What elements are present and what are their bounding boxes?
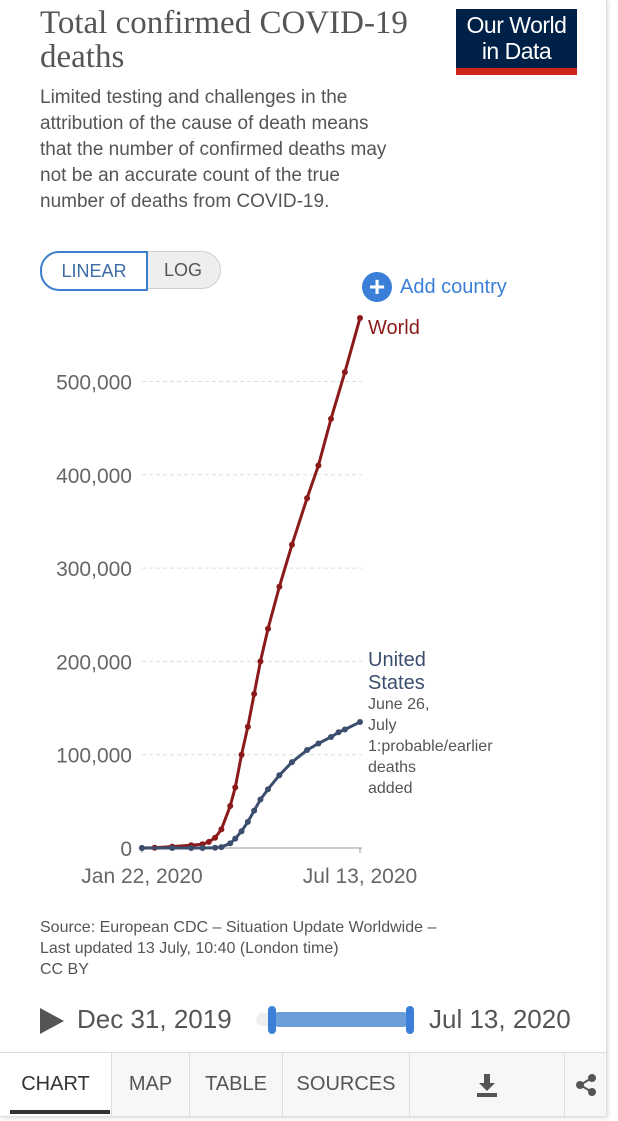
tab-sources[interactable]: SOURCES <box>283 1053 410 1116</box>
y-tick-label: 300,000 <box>56 558 132 581</box>
line-chart: 0 100,000 200,000 300,000 400,000 500,000 Jan… <box>56 315 493 888</box>
timeline-end-handle[interactable] <box>406 1006 414 1034</box>
owid-logo[interactable]: Our World in Data <box>456 9 577 75</box>
data-point-world[interactable] <box>304 495 311 502</box>
data-point-united-states[interactable] <box>315 740 322 747</box>
data-point-united-states[interactable] <box>227 840 234 847</box>
logo-line-2: in Data <box>481 38 552 64</box>
chart-title: Total confirmed COVID-19 deaths <box>40 5 408 75</box>
data-point-world[interactable] <box>357 315 363 322</box>
data-point-united-states[interactable] <box>341 726 348 733</box>
data-point-united-states[interactable] <box>212 844 219 851</box>
series-line-united-states[interactable] <box>142 720 361 850</box>
series-label-world[interactable]: World <box>368 317 420 339</box>
data-point-world[interactable] <box>276 583 283 590</box>
data-point-world[interactable] <box>244 723 251 730</box>
data-point-world[interactable] <box>265 625 272 632</box>
data-point-world[interactable] <box>257 658 264 665</box>
timeline-start-date: Dec 31, 2019 <box>77 1004 232 1034</box>
data-point-united-states[interactable] <box>357 719 363 726</box>
series-annotation-united-states: June 26, <box>368 696 429 713</box>
log-scale-button[interactable]: LOG <box>146 251 221 289</box>
data-point-world[interactable] <box>218 826 225 833</box>
share-button[interactable] <box>565 1053 606 1116</box>
series-annotation-united-states: deaths <box>368 759 416 776</box>
data-point-united-states[interactable] <box>238 828 245 835</box>
series-group <box>139 315 363 851</box>
series-annotation-united-states: July <box>368 717 396 734</box>
data-point-world[interactable] <box>341 369 348 376</box>
data-point-world[interactable] <box>315 462 322 469</box>
data-point-united-states[interactable] <box>288 759 295 766</box>
data-point-united-states[interactable] <box>232 835 239 842</box>
tab-chart[interactable]: CHART <box>0 1053 112 1116</box>
download-button[interactable] <box>410 1053 565 1116</box>
data-point-world[interactable] <box>212 834 219 841</box>
tab-map[interactable]: MAP <box>112 1053 190 1116</box>
logo-accent-bar <box>456 68 577 75</box>
add-country-label: Add country <box>400 275 507 298</box>
series-line-world[interactable] <box>141 317 362 850</box>
data-point-united-states[interactable] <box>251 807 258 814</box>
linear-scale-button[interactable]: LINEAR <box>40 251 148 291</box>
timeline: Dec 31, 2019 Jul 13, 2020 <box>0 1000 606 1040</box>
logo-line-1: Our World <box>466 12 567 38</box>
data-point-united-states[interactable] <box>304 747 311 754</box>
series-annotation-united-states: 1:probable/earlier <box>368 738 493 755</box>
data-point-united-states[interactable] <box>244 818 251 825</box>
data-point-united-states[interactable] <box>335 729 342 736</box>
data-point-united-states[interactable] <box>139 845 145 851</box>
active-tab-indicator <box>10 1110 110 1114</box>
source-line-1: Source: European CDC – Situation Update … <box>40 919 437 936</box>
y-tick-label: 100,000 <box>56 745 132 768</box>
timeline-start-handle[interactable] <box>268 1006 276 1034</box>
timeline-selected-range[interactable] <box>272 1012 410 1027</box>
data-point-world[interactable] <box>238 751 245 758</box>
data-point-united-states[interactable] <box>257 796 264 803</box>
tab-bar: CHART MAP TABLE SOURCES <box>0 1052 606 1117</box>
series-label-united-states[interactable]: States <box>368 672 425 694</box>
series-label-united-states[interactable]: United <box>368 649 426 671</box>
data-point-united-states[interactable] <box>199 844 206 851</box>
y-tick-label: 500,000 <box>56 372 132 395</box>
license-text[interactable]: CC BY <box>40 961 89 978</box>
download-icon <box>477 1073 497 1097</box>
tab-table[interactable]: TABLE <box>190 1053 283 1116</box>
data-point-world[interactable] <box>328 415 335 422</box>
data-point-united-states[interactable] <box>276 772 283 779</box>
chart-subtitle: Limited testing and challenges in the at… <box>40 87 387 212</box>
x-axis-ticks: Jan 22, 2020 Jul 13, 2020 <box>81 848 417 888</box>
logo-text: Our World in Data <box>456 12 577 64</box>
gridlines <box>142 381 362 849</box>
source-line-2: Last updated 13 July, 10:40 (London time… <box>40 940 339 957</box>
data-point-united-states[interactable] <box>218 844 225 851</box>
data-point-united-states[interactable] <box>169 845 176 851</box>
data-point-united-states[interactable] <box>188 844 195 851</box>
data-point-world[interactable] <box>251 691 258 698</box>
x-tick-label: Jan 22, 2020 <box>81 865 202 888</box>
timeline-end-date: Jul 13, 2020 <box>429 1004 571 1034</box>
series-annotation-united-states: added <box>368 780 413 797</box>
y-tick-label: 200,000 <box>56 651 132 674</box>
share-icon <box>575 1073 596 1096</box>
data-point-world[interactable] <box>205 838 212 845</box>
x-tick-label: Jul 13, 2020 <box>303 865 417 888</box>
play-icon[interactable] <box>40 1008 64 1034</box>
y-tick-label: 0 <box>120 838 132 861</box>
chart-card: Total confirmed COVID-19 deaths Our Worl… <box>0 0 607 1117</box>
plus-circle-icon: + <box>362 272 392 302</box>
y-axis-ticks: 0 100,000 200,000 300,000 400,000 500,000 <box>56 372 132 862</box>
data-point-world[interactable] <box>227 803 234 810</box>
data-point-united-states[interactable] <box>265 786 272 793</box>
source-note: Source: European CDC – Situation Update … <box>40 917 540 980</box>
y-tick-label: 400,000 <box>56 465 132 488</box>
add-country-button[interactable]: + Add country <box>362 272 507 302</box>
data-point-world[interactable] <box>232 784 239 791</box>
data-point-united-states[interactable] <box>328 733 335 740</box>
data-point-world[interactable] <box>288 541 295 548</box>
